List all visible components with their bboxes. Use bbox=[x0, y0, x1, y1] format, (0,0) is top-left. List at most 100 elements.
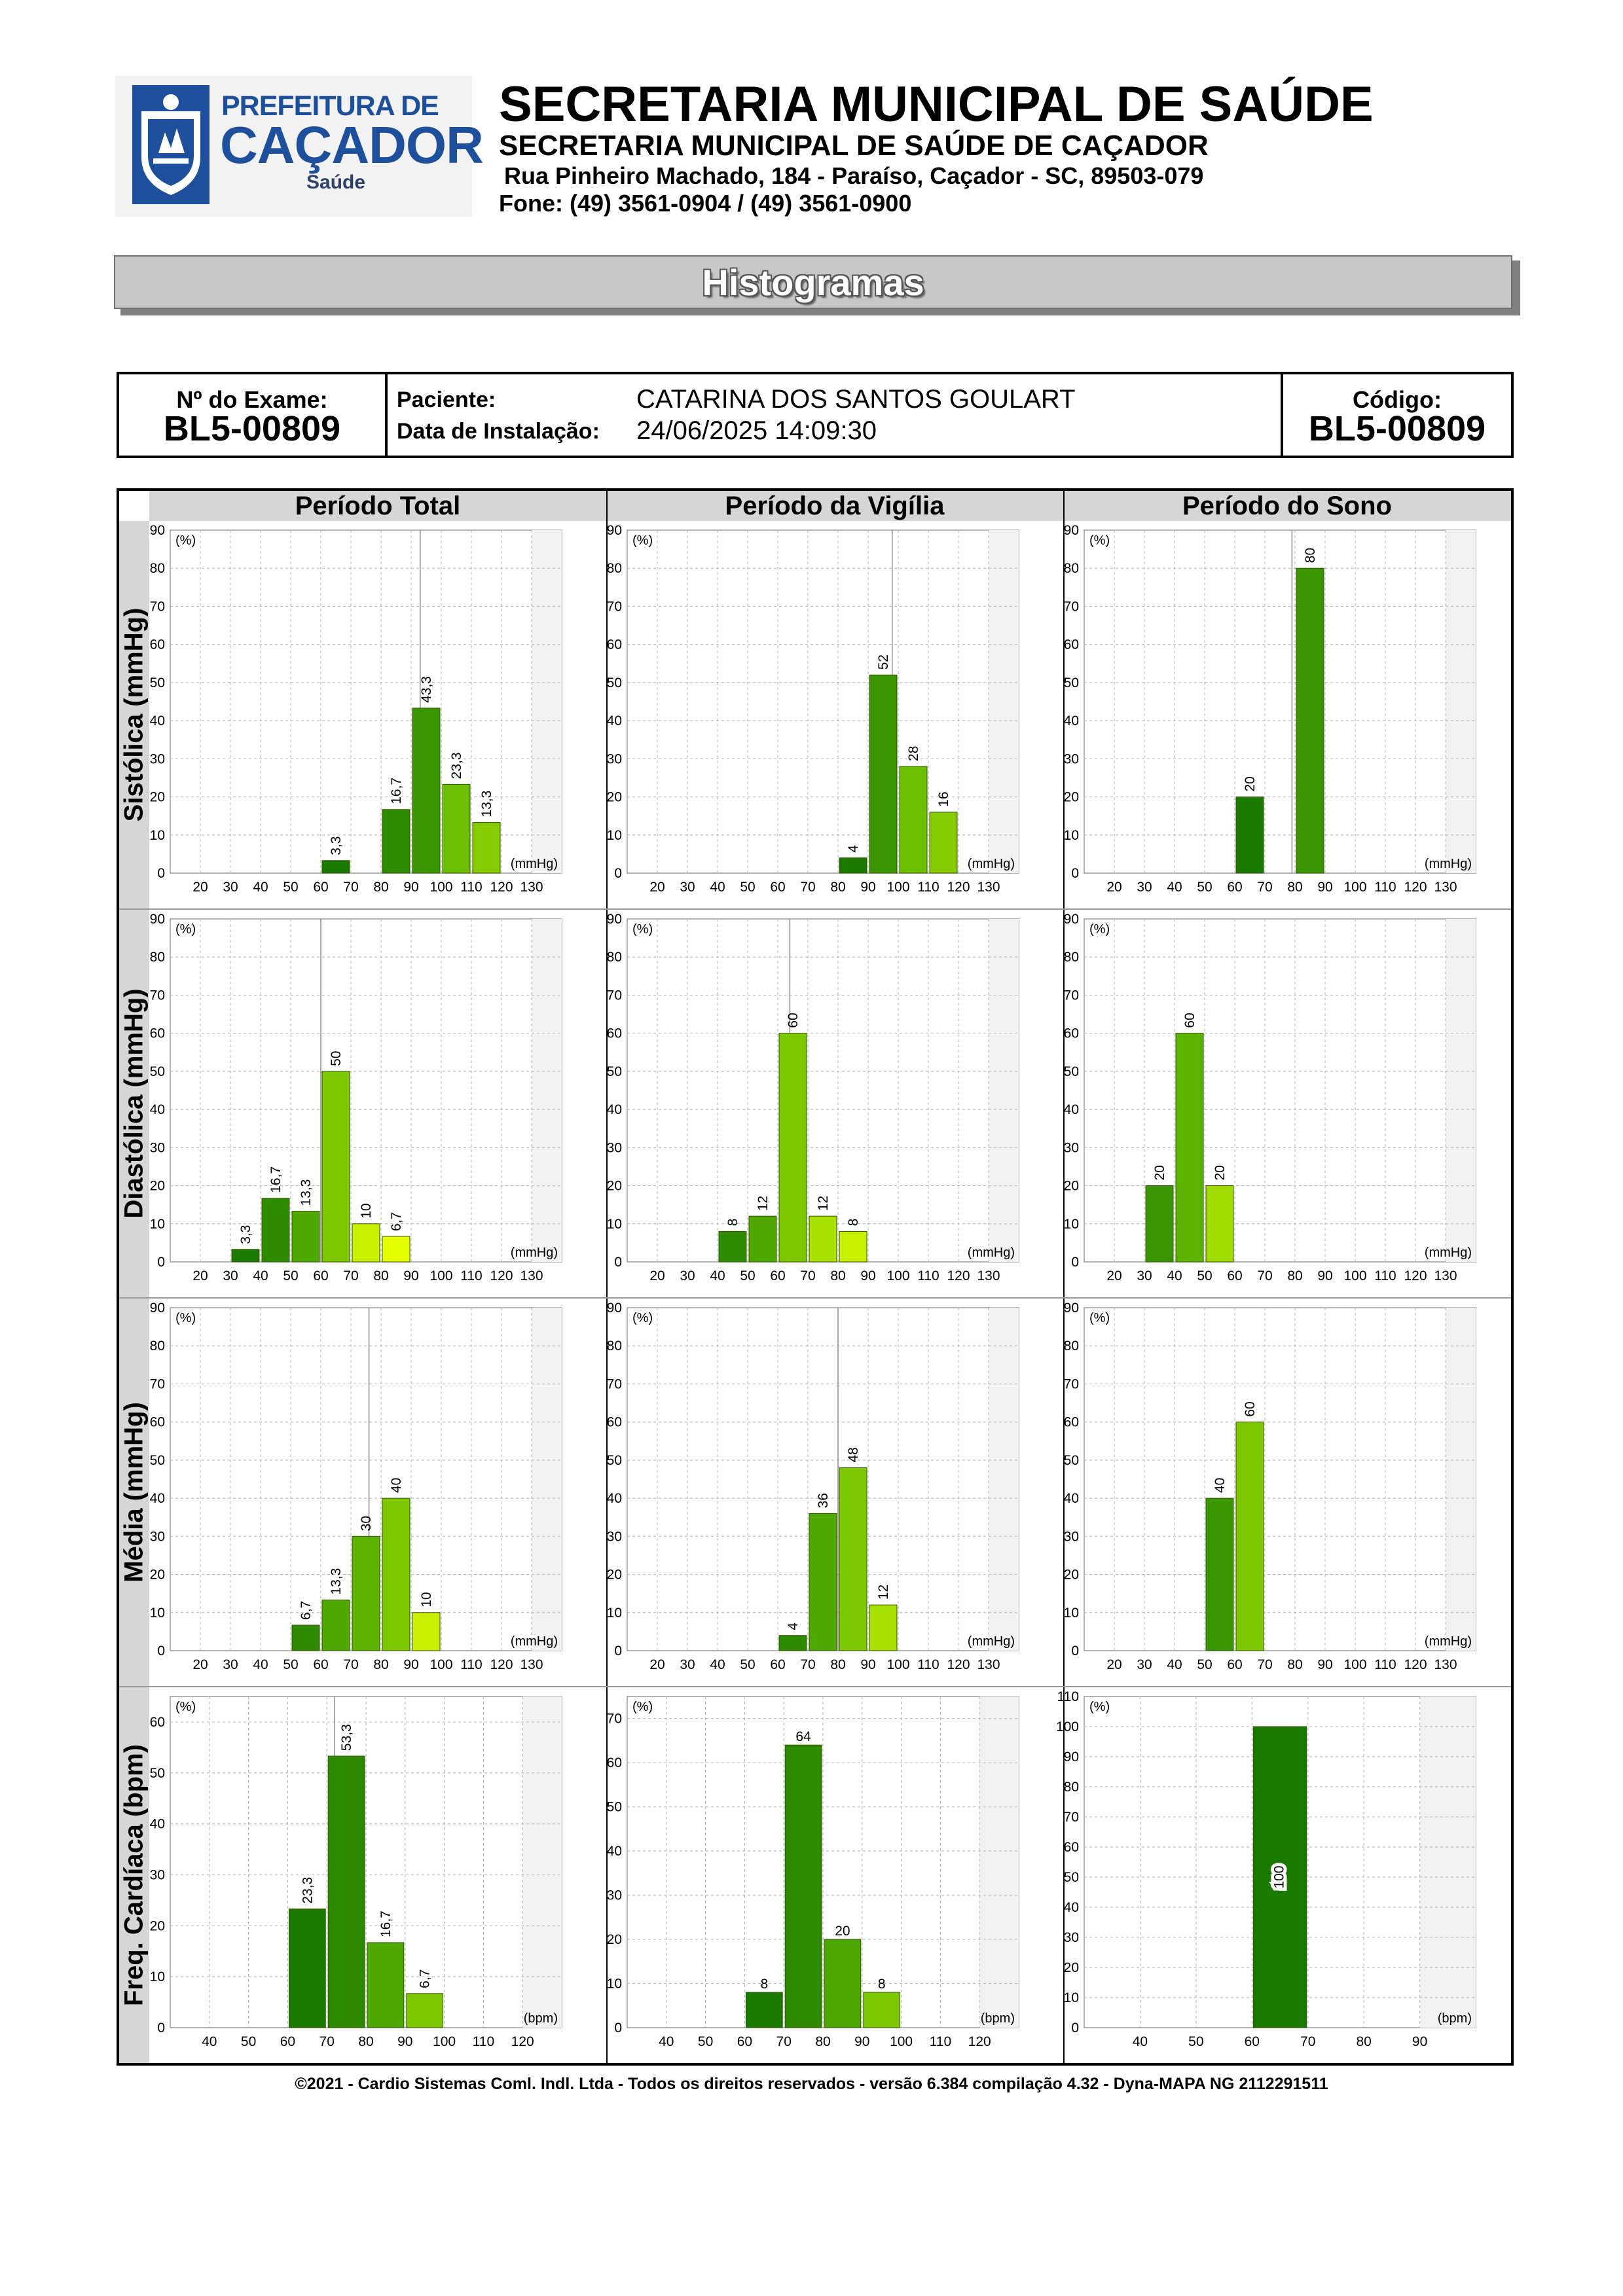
x-tick-label: 70 bbox=[343, 1657, 358, 1672]
histogram-bar bbox=[863, 1992, 901, 2028]
y-tick-label: 0 bbox=[1071, 866, 1079, 881]
x-tick-label: 90 bbox=[860, 880, 875, 895]
x-tick-label: 20 bbox=[1106, 880, 1122, 895]
y-tick-label: 60 bbox=[607, 1415, 622, 1430]
y-tick-label: 30 bbox=[150, 751, 165, 766]
chart-media-sono: 0 10 20 30 40 50 60 70 80 90 20 30 40 50 60 70 80 90 100 11… bbox=[1064, 1300, 1476, 1672]
y-tick-label: 0 bbox=[1071, 1643, 1079, 1659]
x-tick-label: 20 bbox=[1106, 1657, 1122, 1672]
x-tick-label: 60 bbox=[770, 880, 785, 895]
x-tick-label: 130 bbox=[1434, 880, 1457, 895]
plot-area bbox=[627, 529, 1019, 874]
y-tick-label: 40 bbox=[1064, 713, 1079, 728]
x-tick-label: 80 bbox=[830, 880, 845, 895]
y-axis-label: (%) bbox=[175, 1700, 196, 1714]
y-tick-label: 40 bbox=[607, 1844, 622, 1859]
row-divider bbox=[119, 1686, 1511, 1687]
x-tick-label: 40 bbox=[1167, 1657, 1182, 1672]
y-tick-label: 50 bbox=[607, 1800, 622, 1815]
column-header-total: Período Total bbox=[149, 491, 606, 521]
y-tick-label: 0 bbox=[614, 2020, 622, 2036]
y-tick-label: 10 bbox=[150, 1605, 165, 1621]
exam-number-label: Nº do Exame: bbox=[176, 386, 328, 413]
x-tick-label: 40 bbox=[1167, 1268, 1182, 1283]
bar-value-label: 13,3 bbox=[479, 791, 494, 817]
y-tick-label: 0 bbox=[614, 1255, 622, 1270]
plot-area bbox=[170, 529, 562, 874]
y-tick-label: 10 bbox=[607, 1977, 622, 1992]
x-tick-label: 130 bbox=[977, 1657, 1000, 1672]
y-tick-label: 70 bbox=[150, 1376, 165, 1391]
y-tick-label: 30 bbox=[1064, 751, 1079, 766]
bar-value-label: 36 bbox=[816, 1493, 831, 1508]
y-tick-label: 70 bbox=[607, 1712, 622, 1727]
y-tick-label: 0 bbox=[157, 2020, 165, 2036]
y-tick-label: 30 bbox=[150, 1867, 165, 1882]
x-tick-label: 90 bbox=[854, 2034, 869, 2049]
y-tick-label: 50 bbox=[150, 675, 165, 691]
x-tick-label: 40 bbox=[253, 1657, 268, 1672]
x-tick-label: 100 bbox=[1343, 880, 1366, 895]
plot-area bbox=[1084, 1307, 1476, 1651]
y-tick-label: 40 bbox=[1064, 1491, 1079, 1506]
plot-area bbox=[627, 918, 1019, 1263]
y-tick-label: 60 bbox=[150, 1715, 165, 1730]
plot-shade bbox=[1419, 1696, 1476, 2028]
bar-value-label: 20 bbox=[1243, 776, 1258, 791]
y-tick-label: 60 bbox=[607, 1026, 622, 1041]
y-tick-label: 90 bbox=[1064, 523, 1079, 538]
plot-shade bbox=[532, 1308, 562, 1651]
x-tick-label: 60 bbox=[313, 1268, 328, 1283]
x-tick-label: 30 bbox=[1137, 1657, 1152, 1672]
y-tick-label: 20 bbox=[607, 1568, 622, 1583]
histogram-bar bbox=[231, 1249, 260, 1263]
bar-value-label: 6,7 bbox=[418, 1969, 433, 1988]
x-tick-label: 20 bbox=[649, 880, 665, 895]
y-tick-label: 10 bbox=[1064, 828, 1079, 843]
section-title: Histogramas bbox=[702, 261, 924, 303]
x-tick-label: 60 bbox=[737, 2034, 752, 2049]
x-tick-label: 100 bbox=[1343, 1268, 1366, 1283]
x-tick-label: 70 bbox=[800, 1268, 815, 1283]
x-tick-label: 30 bbox=[223, 1657, 238, 1672]
bar-value-label: 40 bbox=[1213, 1478, 1228, 1493]
x-axis-label: (mmHg) bbox=[1425, 1246, 1472, 1260]
x-tick-label: 60 bbox=[1227, 1657, 1242, 1672]
y-tick-label: 0 bbox=[614, 866, 622, 881]
plot-area bbox=[1084, 918, 1476, 1263]
y-tick-label: 60 bbox=[150, 637, 165, 653]
y-tick-label: 80 bbox=[607, 1338, 622, 1354]
x-tick-label: 50 bbox=[1197, 880, 1212, 895]
patient-label: Paciente: bbox=[397, 387, 496, 412]
x-tick-label: 80 bbox=[1287, 1268, 1302, 1283]
histogram-bar bbox=[406, 1993, 444, 2028]
histogram-bar bbox=[1296, 567, 1324, 874]
x-tick-label: 50 bbox=[740, 880, 755, 895]
code-value: BL5-00809 bbox=[1308, 409, 1486, 448]
histogram-bar bbox=[809, 1215, 837, 1263]
y-tick-label: 30 bbox=[607, 1529, 622, 1544]
y-tick-label: 110 bbox=[1057, 1689, 1079, 1704]
y-tick-label: 20 bbox=[1064, 1179, 1079, 1194]
chart-sistolica-vigilia: 0 10 20 30 40 50 60 70 80 90 20 30 40 50 60 70 80 90 100 11… bbox=[607, 523, 1019, 895]
y-tick-label: 90 bbox=[1064, 912, 1079, 927]
y-tick-label: 20 bbox=[1064, 790, 1079, 805]
y-tick-label: 20 bbox=[150, 1179, 165, 1194]
x-tick-label: 100 bbox=[890, 2034, 913, 2049]
y-tick-label: 60 bbox=[150, 1026, 165, 1041]
y-tick-label: 20 bbox=[150, 1568, 165, 1583]
bar-value-label: 52 bbox=[876, 655, 891, 670]
x-tick-label: 130 bbox=[520, 1657, 543, 1672]
x-tick-label: 70 bbox=[343, 1268, 358, 1283]
y-tick-label: 30 bbox=[607, 1140, 622, 1155]
y-tick-label: 60 bbox=[1064, 1415, 1079, 1430]
y-tick-label: 30 bbox=[607, 751, 622, 766]
plot-area bbox=[170, 918, 562, 1263]
histogram-bar bbox=[1145, 1185, 1174, 1263]
plot-area bbox=[1084, 529, 1476, 874]
y-tick-label: 20 bbox=[150, 790, 165, 805]
x-tick-label: 90 bbox=[397, 2034, 412, 2049]
bar-value-label: 100 bbox=[1272, 1865, 1287, 1888]
bar-value-label: 60 bbox=[786, 1013, 801, 1028]
y-tick-label: 40 bbox=[607, 1491, 622, 1506]
